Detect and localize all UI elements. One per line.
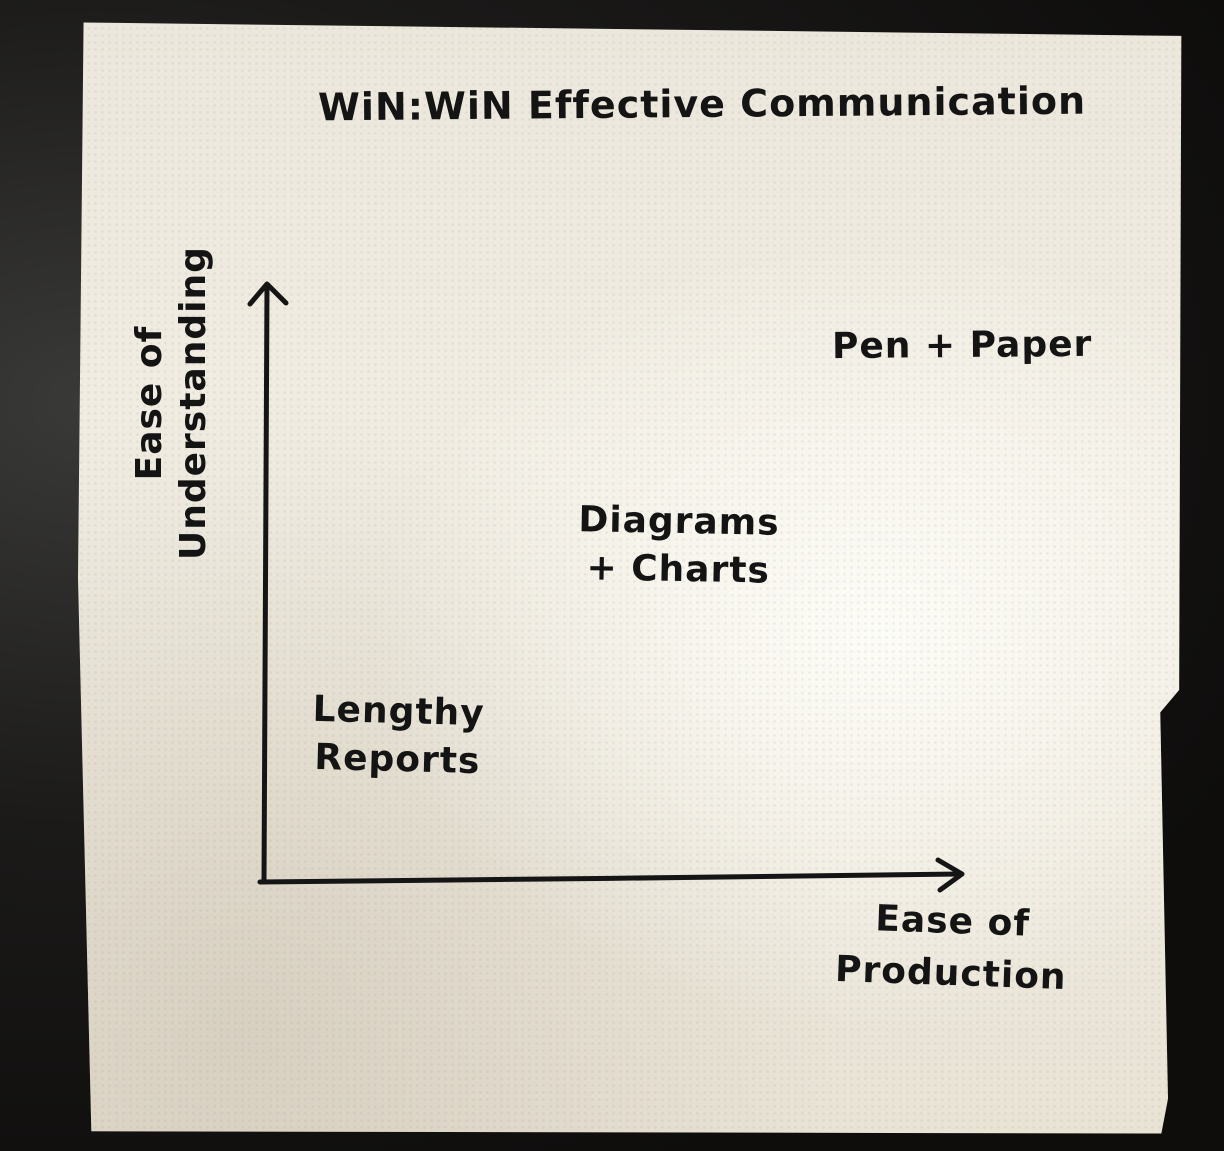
item-pen-paper: Pen + Paper — [832, 321, 1093, 371]
x-axis-label-line: Ease of — [874, 898, 1031, 945]
x-axis-line — [257, 871, 963, 885]
item-label-line: + Charts — [586, 547, 771, 592]
item-label-line: Diagrams — [578, 499, 781, 544]
item-diagrams-charts: Diagrams + Charts — [577, 496, 780, 595]
x-axis-arrowhead — [935, 857, 965, 893]
x-axis-label-line: Production — [834, 948, 1068, 999]
y-axis-label-line: Understanding — [173, 246, 214, 560]
item-label-line: Reports — [313, 736, 481, 783]
item-lengthy-reports: Lengthy Reports — [311, 686, 486, 786]
y-axis-arrowhead — [247, 281, 289, 307]
diagram-title: WiN:WiN Effective Communication — [317, 78, 1087, 130]
item-label-line: Lengthy — [312, 688, 486, 735]
y-axis-label: Ease of Understanding — [128, 246, 216, 560]
y-axis-label-line: Ease of — [129, 325, 170, 481]
y-axis-line — [261, 283, 270, 885]
item-label-line: Pen + Paper — [831, 323, 1093, 368]
x-axis-label: Ease of Production — [834, 892, 1069, 1004]
